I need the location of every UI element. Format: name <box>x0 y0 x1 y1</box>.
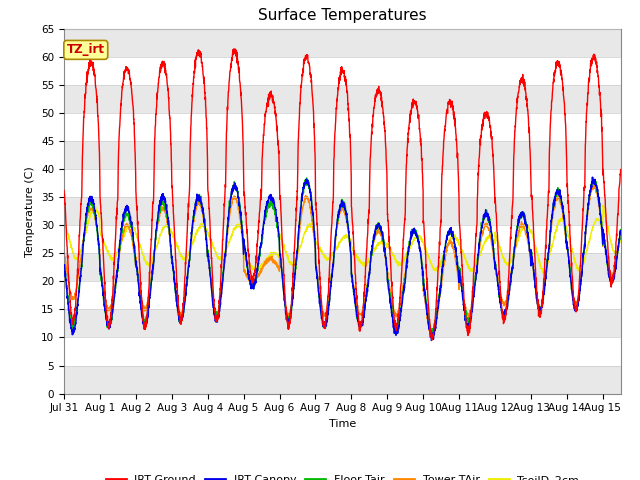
Bar <box>64 141 621 169</box>
Bar <box>64 253 621 281</box>
X-axis label: Time: Time <box>329 419 356 429</box>
Legend: IRT Ground, IRT Canopy, Floor Tair, Tower TAir, TsoilD_2cm: IRT Ground, IRT Canopy, Floor Tair, Towe… <box>101 470 584 480</box>
Text: TZ_irt: TZ_irt <box>67 43 105 56</box>
Y-axis label: Temperature (C): Temperature (C) <box>26 166 35 257</box>
Bar <box>64 197 621 225</box>
Bar <box>64 310 621 337</box>
Bar <box>64 366 621 394</box>
Title: Surface Temperatures: Surface Temperatures <box>258 9 427 24</box>
Bar <box>64 29 621 57</box>
Bar <box>64 85 621 113</box>
